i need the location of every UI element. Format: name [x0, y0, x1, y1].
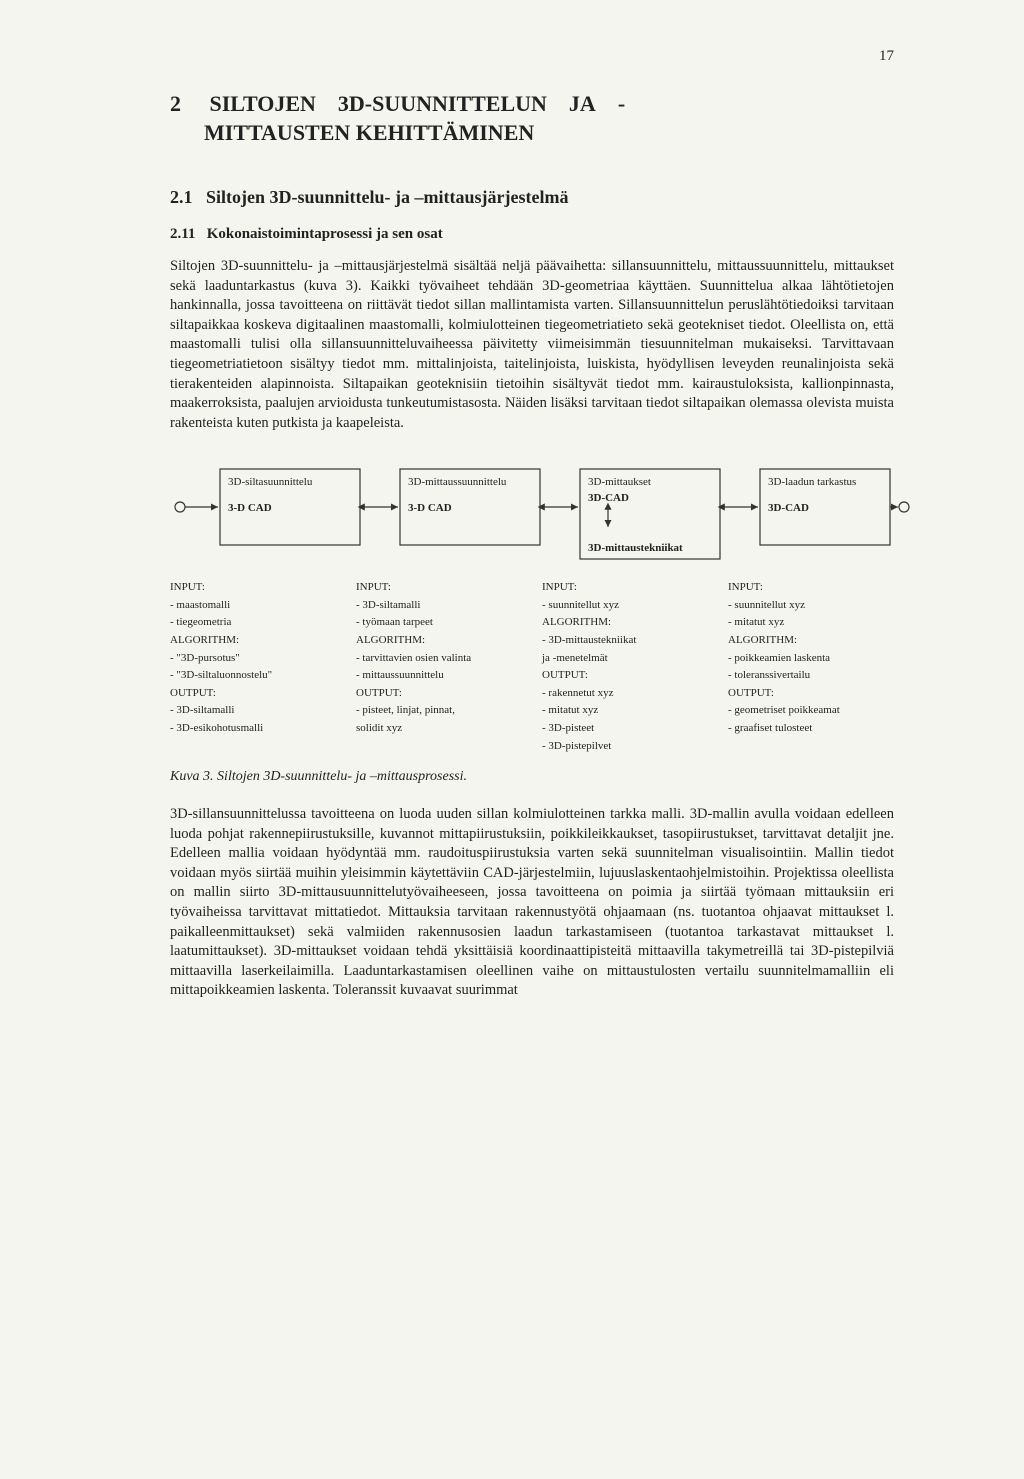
- flow-col-line: - 3D-pistepilvet: [542, 738, 708, 756]
- flow-col-line: ALGORITHM:: [170, 632, 336, 650]
- flow-col-line: ALGORITHM:: [356, 632, 522, 650]
- flow-diagram: 3D-siltasuunnittelu 3-D CAD 3D-mittaussu…: [170, 457, 894, 567]
- flow-box-1-title: 3D-siltasuunnittelu: [228, 476, 313, 488]
- flow-col-line: - tiegeometria: [170, 614, 336, 632]
- flow-col-line: - pisteet, linjat, pinnat,: [356, 702, 522, 720]
- flow-col-line: - 3D-siltamalli: [356, 597, 522, 615]
- flow-col-line: - geometriset poikkeamat: [728, 702, 894, 720]
- flow-svg: 3D-siltasuunnittelu 3-D CAD 3D-mittaussu…: [170, 457, 910, 567]
- flow-col-line: INPUT:: [728, 579, 894, 597]
- section-title: Siltojen 3D-suunnittelu- ja –mittausjärj…: [206, 187, 568, 207]
- flow-col-line: - 3D-pisteet: [542, 720, 708, 738]
- flow-col-line: - toleranssivertailu: [728, 667, 894, 685]
- page: 17 2 SILTOJEN 3D-SUUNNITTELUN JA - MITTA…: [0, 0, 1024, 1479]
- flow-start-node: [175, 502, 185, 512]
- flow-col-line: - 3D-mittaustekniikat: [542, 632, 708, 650]
- flow-end-node: [899, 502, 909, 512]
- flow-col-line: - mitatut xyz: [728, 614, 894, 632]
- flow-col-line: OUTPUT:: [356, 685, 522, 703]
- flow-col-line: - "3D-siltaluonnostelu": [170, 667, 336, 685]
- flow-box-4-cad: 3D-CAD: [768, 502, 809, 514]
- flow-col-line: - graafiset tulosteet: [728, 720, 894, 738]
- subsection-title: Kokonaistoimintaprosessi ja sen osat: [207, 226, 443, 242]
- flow-col-line: - maastomalli: [170, 597, 336, 615]
- flow-col-line: INPUT:: [542, 579, 708, 597]
- flow-col-line: INPUT:: [170, 579, 336, 597]
- section-heading: 2.1 Siltojen 3D-suunnittelu- ja –mittaus…: [170, 187, 894, 208]
- flow-box-3-sub: 3D-mittaustekniikat: [588, 542, 683, 554]
- flow-box-1-cad: 3-D CAD: [228, 502, 272, 514]
- flow-col-4: INPUT:- suunnitellut xyz- mitatut xyzALG…: [728, 579, 894, 755]
- flow-col-line: - rakennetut xyz: [542, 685, 708, 703]
- flow-col-line: - suunnitellut xyz: [542, 597, 708, 615]
- flow-columns: INPUT:- maastomalli- tiegeometriaALGORIT…: [170, 579, 894, 755]
- flow-col-line: ALGORITHM:: [728, 632, 894, 650]
- flow-col-line: - suunnitellut xyz: [728, 597, 894, 615]
- paragraph-2: 3D-sillansuunnittelussa tavoitteena on l…: [170, 805, 894, 1001]
- page-number: 17: [879, 48, 894, 65]
- flow-col-2: INPUT:- 3D-siltamalli- työmaan tarpeetAL…: [356, 579, 522, 755]
- subsection-heading: 2.11 Kokonaistoimintaprosessi ja sen osa…: [170, 226, 894, 243]
- flow-col-line: - "3D-pursotus": [170, 650, 336, 668]
- flow-col-1: INPUT:- maastomalli- tiegeometriaALGORIT…: [170, 579, 336, 755]
- paragraph-1: Siltojen 3D-suunnittelu- ja –mittausjärj…: [170, 257, 894, 433]
- flow-col-line: - tarvittavien osien valinta: [356, 650, 522, 668]
- flow-col-line: - poikkeamien laskenta: [728, 650, 894, 668]
- flow-box-2-title: 3D-mittaussuunnittelu: [408, 476, 507, 488]
- chapter-title-line2: MITTAUSTEN KEHITTÄMINEN: [204, 120, 534, 145]
- flow-col-3: INPUT:- suunnitellut xyzALGORITHM:- 3D-m…: [542, 579, 708, 755]
- flow-col-line: - 3D-siltamalli: [170, 702, 336, 720]
- flow-col-line: OUTPUT:: [170, 685, 336, 703]
- flow-box-3-title: 3D-mittaukset: [588, 476, 651, 488]
- flow-col-line: - 3D-esikohotusmalli: [170, 720, 336, 738]
- subsection-number: 2.11: [170, 226, 195, 242]
- flow-box-4-title: 3D-laadun tarkastus: [768, 476, 856, 488]
- flow-col-line: solidit xyz: [356, 720, 522, 738]
- flow-col-line: - mittaussuunnittelu: [356, 667, 522, 685]
- flow-col-line: - mitatut xyz: [542, 702, 708, 720]
- flow-col-line: ALGORITHM:: [542, 614, 708, 632]
- chapter-heading: 2 SILTOJEN 3D-SUUNNITTELUN JA - MITTAUST…: [170, 90, 894, 147]
- flow-col-line: OUTPUT:: [542, 667, 708, 685]
- figure-caption: Kuva 3. Siltojen 3D-suunnittelu- ja –mit…: [170, 769, 894, 785]
- chapter-title-line1: SILTOJEN 3D-SUUNNITTELUN JA -: [210, 91, 626, 116]
- flow-box-2-cad: 3-D CAD: [408, 502, 452, 514]
- flow-col-line: INPUT:: [356, 579, 522, 597]
- flow-col-line: ja -menetelmät: [542, 650, 708, 668]
- chapter-number: 2: [170, 90, 204, 119]
- flow-col-line: - työmaan tarpeet: [356, 614, 522, 632]
- flow-col-line: OUTPUT:: [728, 685, 894, 703]
- flow-box-3-cad: 3D-CAD: [588, 492, 629, 504]
- section-number: 2.1: [170, 187, 193, 207]
